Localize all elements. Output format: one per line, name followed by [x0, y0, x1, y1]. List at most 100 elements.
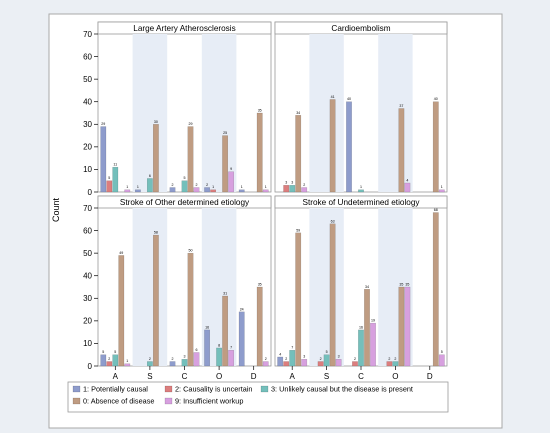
- bar-data-label: 40: [347, 97, 351, 101]
- bar-A-series-2: [106, 180, 113, 193]
- bar-C-series-1: [346, 101, 352, 193]
- panel-title-strip: [97, 195, 272, 209]
- bar-data-label: 59: [296, 228, 300, 232]
- bar-O-series-3: [216, 347, 222, 367]
- bar-A-series-1: [277, 356, 284, 367]
- bar-data-label: 5: [114, 350, 116, 354]
- bar-O-series-0: [398, 108, 405, 193]
- bar-data-label: 4: [279, 352, 281, 356]
- bar-data-label: 3: [285, 181, 287, 185]
- panel-frame: [274, 195, 448, 367]
- bar-O-series-9: [228, 171, 234, 193]
- legend-label: 2: Causality is uncertain: [175, 385, 252, 394]
- bar-C-series-9: [193, 352, 200, 367]
- bar-data-label: 1: [126, 185, 128, 189]
- bar-data-label: 7: [230, 346, 232, 350]
- bar-C-series-0: [187, 252, 194, 367]
- bar-data-label: 40: [434, 97, 438, 101]
- bar-S-series-0: [329, 99, 336, 193]
- bar-data-label: 6: [149, 174, 151, 178]
- bar-C-series-9: [193, 187, 200, 193]
- bar-data-label: 1: [137, 185, 139, 189]
- panel-1: Large Artery Atherosclerosis 0 10 20 30 40 50 6…: [83, 21, 272, 197]
- bar-data-label: 5: [184, 176, 186, 180]
- bar-data-label: 2: [320, 357, 322, 361]
- bar-data-label: 2: [303, 183, 305, 187]
- bar-data-label: 41: [331, 95, 335, 99]
- bar-A-series-9: [124, 363, 131, 367]
- bar-data-label: 8: [218, 343, 220, 347]
- bar-S-series-3: [323, 354, 330, 367]
- bar-O-series-9: [404, 182, 411, 193]
- bar-D-series-9: [262, 189, 269, 193]
- bar-data-label: 58: [154, 231, 158, 235]
- bar-data-label: 35: [258, 109, 262, 113]
- bar-S-series-0: [152, 124, 159, 193]
- y-tick-label: 70: [83, 204, 92, 213]
- x-tick-label: D: [251, 372, 257, 381]
- bar-A-series-3: [112, 166, 119, 193]
- panel-3: Stroke of Other determined etiology 0 10 20…: [83, 195, 272, 371]
- bar-data-label: 19: [371, 319, 375, 323]
- bar-data-label: 16: [205, 325, 209, 329]
- panel-frame: [97, 21, 272, 193]
- bar-A-series-9: [124, 189, 131, 193]
- bar-A-series-9: [301, 359, 308, 367]
- bar-A-series-3: [289, 185, 296, 193]
- x-tick-label: S: [147, 372, 152, 381]
- bar-D-series-0: [256, 112, 263, 193]
- category-band: [309, 34, 344, 192]
- bar-O-series-2: [210, 189, 216, 193]
- bar-A-series-2: [106, 361, 113, 367]
- bar-C-series-3: [358, 189, 364, 193]
- y-tick-label: 50: [83, 75, 92, 84]
- category-band: [378, 34, 413, 192]
- y-tick-label: 10: [83, 165, 92, 174]
- legend-label: 9: Insufficient workup: [175, 397, 243, 406]
- bar-data-label: 5: [326, 350, 328, 354]
- x-tick-label: S: [324, 372, 329, 381]
- panel-title: Stroke of Other determined etiology: [120, 198, 250, 207]
- y-tick-label: 0: [88, 188, 93, 197]
- category-band: [132, 34, 168, 192]
- panel-title-strip: [274, 21, 448, 35]
- y-tick-label: 50: [83, 249, 92, 258]
- x-tick-label: O: [392, 372, 398, 381]
- bar-data-label: 1: [360, 185, 362, 189]
- bar-data-label: 2: [285, 357, 287, 361]
- bar-S-series-0: [152, 234, 159, 367]
- bar-D-series-0: [432, 212, 439, 367]
- bar-O-series-3: [392, 361, 399, 367]
- bar-data-label: 31: [223, 292, 227, 296]
- bar-data-label: 29: [189, 122, 193, 126]
- bar-C-series-3: [181, 359, 188, 367]
- bar-data-label: 35: [399, 283, 403, 287]
- legend-swatch: [72, 385, 81, 393]
- bar-A-series-0: [118, 255, 125, 367]
- bar-D-series-1: [238, 189, 245, 193]
- bar-data-label: 1: [265, 185, 267, 189]
- panel-2: Cardioembolism 3 3 34 2 41 40 1 37 4 40 1: [274, 21, 448, 193]
- bar-S-series-0: [329, 223, 336, 367]
- bar-data-label: 9: [230, 167, 232, 171]
- bar-C-series-1: [169, 361, 176, 367]
- bar-A-series-2: [283, 185, 290, 193]
- bar-data-label: 25: [223, 131, 227, 135]
- bar-A-series-3: [112, 354, 119, 367]
- bar-C-series-9: [370, 322, 376, 367]
- bar-data-label: 5: [441, 350, 443, 354]
- bar-data-label: 2: [108, 357, 110, 361]
- panels-layer: Large Artery Atherosclerosis010203040506…: [83, 21, 448, 371]
- legend-box: [67, 381, 449, 413]
- legend: 1: Potentially causal 2: Causality is unc…: [67, 381, 449, 413]
- bar-A-series-9: [301, 187, 308, 193]
- bar-D-series-1: [238, 311, 245, 367]
- bar-data-label: 30: [154, 120, 158, 124]
- x-tick-label: C: [358, 372, 364, 381]
- y-tick-label: 70: [83, 30, 92, 39]
- x-tick-label: C: [182, 372, 188, 381]
- bar-D-series-0: [256, 286, 263, 367]
- bar-A-series-3: [289, 350, 296, 367]
